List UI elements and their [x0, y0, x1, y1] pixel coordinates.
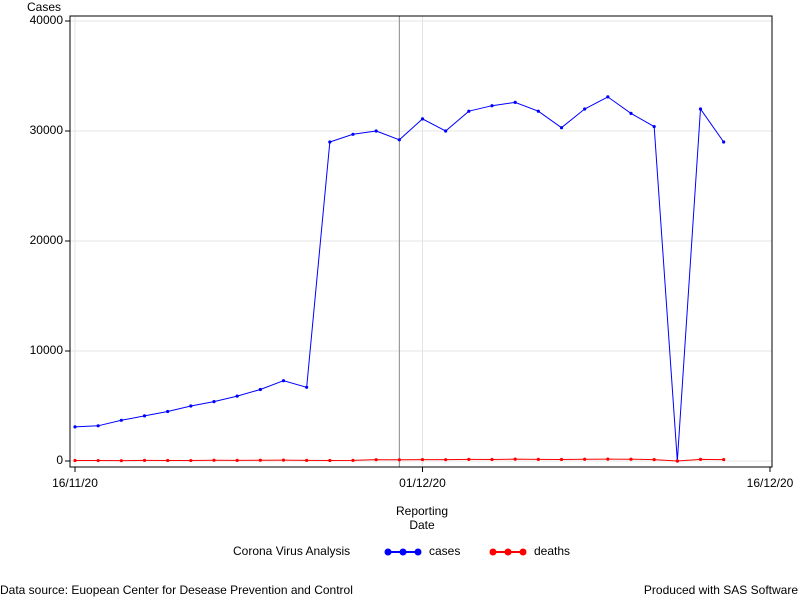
data-point: [675, 459, 679, 463]
data-point: [559, 126, 564, 130]
data-point: [513, 100, 517, 104]
data-point: [397, 138, 401, 142]
data-point: [305, 385, 309, 389]
data-point: [328, 458, 332, 463]
data-point: [467, 457, 471, 461]
data-point: [142, 458, 147, 462]
data-point: [652, 125, 656, 129]
legend-marker: [504, 548, 512, 556]
data-point: [351, 132, 355, 136]
data-point: [490, 457, 494, 462]
data-point: [258, 458, 262, 462]
legend-marker: [414, 548, 422, 556]
data-point: [96, 424, 100, 428]
data-point: [606, 457, 610, 461]
data-point: [536, 457, 540, 461]
data-point: [606, 95, 610, 99]
data-point: [235, 458, 239, 462]
legend-title: Corona Virus Analysis: [233, 544, 350, 558]
data-point: [189, 458, 193, 463]
y-tick-label: 30000: [30, 123, 64, 137]
x-tick-label: 01/12/20: [399, 476, 446, 490]
data-point: [142, 414, 147, 418]
data-point: [513, 457, 517, 461]
data-point: [583, 107, 587, 111]
data-point: [305, 458, 309, 462]
legend-marker: [384, 548, 392, 556]
legend-label: deaths: [534, 544, 570, 558]
data-point: [166, 458, 170, 463]
y-axis-label: Cases: [27, 0, 61, 14]
data-point: [212, 400, 216, 404]
data-point: [96, 458, 100, 463]
data-point: [212, 458, 216, 462]
legend-marker: [399, 548, 407, 556]
data-point: [444, 458, 448, 462]
data-point: [351, 458, 355, 462]
data-point: [467, 109, 471, 113]
data-point: [166, 409, 170, 414]
y-tick-label: 0: [56, 453, 63, 467]
footnote-right: Produced with SAS Software: [644, 583, 798, 597]
data-point: [281, 379, 286, 383]
x-tick-label: 16/12/20: [747, 476, 794, 490]
data-point: [629, 111, 633, 115]
data-point: [374, 129, 378, 133]
data-point: [722, 457, 726, 462]
legend-label: cases: [429, 544, 460, 558]
data-point: [583, 457, 587, 461]
y-tick-label: 40000: [30, 13, 64, 27]
legend-marker: [519, 548, 527, 556]
data-point: [698, 457, 703, 461]
data-point: [698, 107, 703, 111]
data-point: [559, 457, 564, 462]
data-point: [73, 458, 77, 463]
data-point: [189, 404, 193, 408]
data-point: [235, 394, 239, 398]
data-point: [119, 459, 123, 463]
data-point: [328, 140, 332, 144]
data-point: [722, 140, 726, 144]
data-point: [258, 387, 262, 392]
footnote-left: Data source: Euopean Center for Desease …: [0, 583, 353, 597]
legend-marker: [489, 548, 497, 556]
y-tick-label: 20000: [30, 233, 64, 247]
plot-frame: [69, 15, 773, 468]
data-point: [490, 104, 494, 108]
data-point: [420, 117, 425, 121]
data-point: [374, 458, 378, 462]
data-point: [73, 425, 77, 429]
x-axis-label: Reporting Date: [395, 504, 449, 532]
y-tick-label: 10000: [30, 343, 64, 357]
data-point: [397, 458, 401, 462]
data-point: [444, 129, 448, 133]
data-point: [281, 458, 286, 462]
x-tick-label: 16/11/20: [52, 476, 98, 490]
data-point: [536, 109, 540, 113]
data-point: [652, 457, 656, 462]
data-point: [119, 418, 123, 422]
data-point: [629, 457, 633, 461]
data-point: [420, 457, 425, 462]
